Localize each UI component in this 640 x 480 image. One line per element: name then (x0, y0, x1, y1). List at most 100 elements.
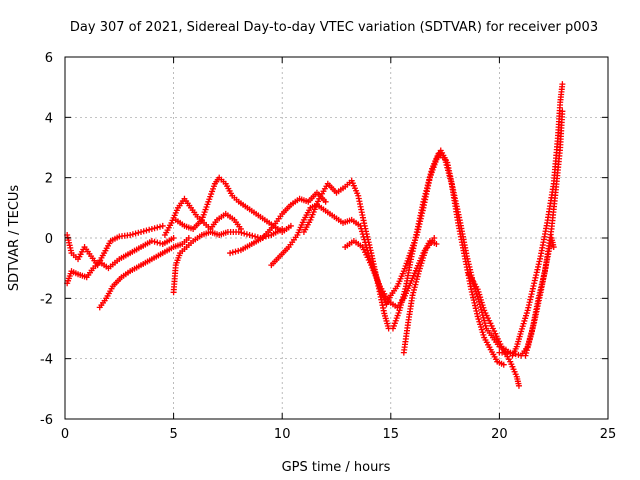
data-point (146, 226, 153, 233)
data-point (470, 297, 477, 304)
data-point (227, 250, 234, 257)
data-point (536, 258, 543, 265)
data-point (241, 230, 248, 237)
axis-ticks (64, 56, 609, 420)
series-sat-m (465, 271, 522, 389)
data-point (232, 248, 239, 255)
data-point (473, 308, 480, 315)
data-point (482, 322, 489, 329)
data-point (421, 193, 428, 200)
y-tick-label: -4 (40, 353, 53, 368)
data-point (398, 299, 405, 306)
data-point (420, 198, 427, 205)
data-point (528, 331, 535, 338)
series-sat-k (389, 150, 507, 368)
data-point (235, 228, 242, 235)
data-point (362, 225, 369, 232)
data-point (409, 292, 416, 299)
y-tick-labels: -6 -4 -2 0 2 4 6 (40, 51, 53, 428)
data-point (143, 227, 150, 234)
data-point (540, 273, 547, 280)
data-point (410, 286, 417, 293)
data-point (238, 229, 245, 236)
data-point (524, 344, 531, 351)
data-point (536, 292, 543, 299)
x-tick-label: 15 (383, 427, 400, 442)
data-point (322, 198, 329, 205)
data-point (509, 350, 516, 357)
data-point (426, 173, 433, 180)
data-point (422, 190, 429, 197)
series-sat-f (172, 174, 294, 235)
data-point (522, 352, 529, 359)
data-point (252, 233, 259, 240)
data-point (446, 172, 453, 179)
data-point (397, 304, 404, 311)
data-point (559, 108, 566, 115)
data-point (525, 301, 532, 308)
data-point (535, 295, 542, 302)
series-sat-d (161, 195, 244, 238)
y-tick-label: 0 (45, 232, 53, 247)
data-point (431, 235, 438, 241)
data-point (540, 276, 547, 283)
data-point (366, 244, 373, 251)
x-tick-label: 5 (169, 427, 177, 442)
data-point (424, 184, 430, 191)
data-point (512, 351, 519, 358)
x-tick-label: 10 (274, 427, 291, 442)
y-tick-label: 4 (45, 111, 53, 126)
x-tick-label: 20 (491, 427, 508, 442)
data-point (151, 238, 158, 245)
data-point (526, 299, 533, 306)
data-point (399, 296, 406, 303)
data-point (287, 222, 294, 229)
series-sat-c (96, 235, 192, 311)
data-point (426, 176, 433, 183)
data-point (154, 239, 161, 246)
data-point (526, 339, 533, 346)
data-point (534, 266, 541, 273)
data-point (400, 291, 407, 298)
grid-lines (65, 57, 608, 419)
data-point (550, 244, 557, 251)
data-point (559, 81, 566, 88)
data-point (411, 284, 418, 291)
data-point (537, 255, 544, 262)
data-point (515, 382, 522, 389)
data-point (148, 225, 155, 232)
data-point (424, 182, 431, 189)
data-point (396, 307, 403, 314)
data-point (535, 263, 542, 270)
data-point (412, 281, 419, 288)
data-point (527, 293, 534, 300)
data-point (532, 274, 539, 281)
data-point (361, 222, 368, 229)
data-point (423, 187, 430, 194)
data-point (366, 241, 373, 248)
data-point (401, 288, 408, 295)
data-point (364, 236, 371, 243)
data-point (413, 276, 420, 283)
x-tick-labels: 0 5 10 15 20 25 (61, 427, 616, 442)
data-point (397, 302, 404, 309)
x-tick-label: 25 (600, 427, 617, 442)
data-point (132, 230, 139, 237)
data-point (246, 231, 253, 238)
data-point (442, 156, 449, 163)
data-point (365, 239, 372, 246)
x-axis-label: GPS time / hours (282, 460, 391, 475)
data-point (527, 333, 534, 340)
data-point (444, 167, 451, 174)
data-point (527, 296, 534, 303)
data-point (414, 273, 421, 280)
data-point (442, 159, 449, 166)
data-point (536, 289, 543, 296)
data-point (470, 294, 477, 301)
data-point (443, 161, 450, 168)
data-point (538, 281, 545, 288)
data-point (421, 196, 428, 203)
data-point (472, 305, 479, 312)
data-point (138, 228, 145, 235)
